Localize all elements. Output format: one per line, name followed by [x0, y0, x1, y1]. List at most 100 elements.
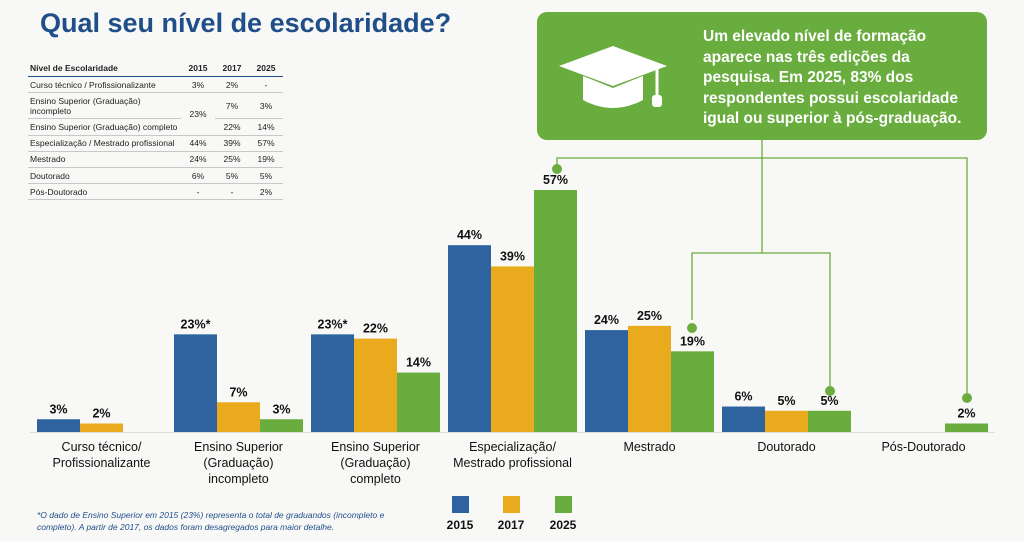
category-label: Pós-Doutorado — [881, 440, 965, 454]
connector-dot — [825, 386, 835, 396]
table-row: Ensino Superior (Graduação) completo 22%… — [28, 118, 283, 136]
table-cell: - — [181, 183, 215, 201]
data-label: 22% — [363, 322, 388, 336]
bar-2015 — [174, 334, 217, 432]
category-label: Doutorado — [757, 440, 815, 454]
table-cell: 25% — [215, 151, 249, 168]
data-label: 57% — [543, 173, 568, 187]
table-cell: Doutorado — [28, 167, 181, 185]
table-cell: 39% — [215, 135, 249, 152]
connector-line — [762, 252, 831, 386]
table-row: Mestrado 24% 25% 19% — [28, 151, 283, 168]
table-header: 2025 — [249, 60, 283, 77]
table-row: Doutorado 6% 5% 5% — [28, 167, 283, 185]
table-row: Ensino Superior (Graduação) incompleto 2… — [28, 92, 283, 136]
table-cell: 2% — [215, 76, 249, 94]
data-label: 5% — [777, 394, 795, 408]
data-label: 44% — [457, 228, 482, 242]
data-label: 5% — [820, 394, 838, 408]
table-cell: Ensino Superior (Graduação) incompleto — [28, 92, 181, 120]
bar-2025 — [671, 351, 714, 432]
table-cell: 7% — [215, 92, 249, 120]
table-header-row: Nível de Escolaridade 2015 2017 2025 — [28, 60, 283, 77]
data-label: 23%* — [318, 317, 348, 331]
bar-2025 — [397, 372, 440, 432]
bar-2015 — [37, 419, 80, 432]
data-label: 6% — [734, 390, 752, 404]
data-label: 23%* — [181, 317, 211, 331]
data-label: 2% — [92, 407, 110, 421]
table-row: Especialização / Mestrado profissional 4… — [28, 135, 283, 152]
table-cell: 6% — [181, 167, 215, 185]
bar-2015 — [311, 334, 354, 432]
data-label: 7% — [229, 385, 247, 399]
table-cell: 5% — [215, 167, 249, 185]
bar-2015 — [722, 406, 765, 432]
callout-text: Um elevado nível de formação aparece nas… — [703, 28, 962, 127]
table-cell: 3% — [181, 76, 215, 94]
data-label: 14% — [406, 356, 431, 370]
data-label: 39% — [500, 249, 525, 263]
table-cell: 3% — [249, 92, 283, 120]
bar-2017 — [628, 325, 671, 432]
data-label: 2% — [957, 407, 975, 421]
connector-dot — [687, 323, 697, 333]
callout-connectors — [552, 140, 972, 403]
bar-2017 — [354, 338, 397, 432]
connector-dot — [552, 164, 562, 174]
legend-item-2015: 2015 — [440, 496, 480, 532]
table-cell: - — [249, 76, 283, 94]
connector-dot — [962, 393, 972, 403]
legend-swatch — [502, 496, 520, 513]
table-cell: Ensino Superior (Graduação) completo — [28, 118, 181, 136]
callout-box: Um elevado nível de formação aparece nas… — [537, 12, 987, 140]
bar-2017 — [80, 423, 123, 432]
bar-2015 — [448, 245, 491, 432]
category-label: Especialização/Mestrado profissional — [453, 440, 572, 470]
footnote: *O dado de Ensino Superior em 2015 (23%)… — [37, 510, 385, 532]
table-cell: 57% — [249, 135, 283, 152]
table-cell: 2% — [249, 183, 283, 201]
legend-item-2025: 2025 — [543, 496, 583, 532]
table-cell: 23% — [181, 92, 215, 136]
category-label: Mestrado — [623, 440, 675, 454]
table-cell: - — [215, 183, 249, 201]
table-header: 2017 — [215, 60, 249, 77]
bar-2015 — [585, 330, 628, 432]
table-cell: 24% — [181, 151, 215, 168]
summary-table: Nível de Escolaridade 2015 2017 2025 Cur… — [28, 60, 283, 201]
table-header: 2015 — [181, 60, 215, 77]
connector-line — [762, 157, 968, 393]
legend-label: 2017 — [497, 518, 525, 532]
category-label: Ensino Superior (Graduação) incompleto — [194, 440, 283, 486]
table-row: Curso técnico / Profissionalizante 3% 2%… — [28, 76, 283, 94]
table-cell: 14% — [249, 118, 283, 136]
table-cell: Curso técnico / Profissionalizante — [28, 76, 181, 94]
connector-line — [556, 140, 763, 167]
category-label: Curso técnico/Profissionalizante — [53, 440, 151, 470]
graduation-cap-icon — [559, 46, 667, 108]
bar-2025 — [808, 410, 851, 432]
data-label: 25% — [637, 309, 662, 323]
table-cell: Mestrado — [28, 151, 181, 168]
table-header: Nível de Escolaridade — [28, 60, 181, 77]
data-label: 19% — [680, 334, 705, 348]
legend-label: 2025 — [549, 518, 577, 532]
data-label: 24% — [594, 313, 619, 327]
bar-2017 — [217, 402, 260, 432]
legend-item-2017: 2017 — [491, 496, 531, 532]
data-label: 3% — [272, 402, 290, 416]
page-title: Qual seu nível de escolaridade? — [40, 8, 452, 38]
table-cell: 19% — [249, 151, 283, 168]
table-cell: 44% — [181, 135, 215, 152]
data-label: 3% — [49, 402, 67, 416]
category-label: Ensino Superior (Graduação) completo — [331, 440, 420, 486]
legend-label: 2015 — [446, 518, 474, 532]
connector-line — [691, 158, 763, 320]
table-cell: 5% — [249, 167, 283, 185]
bar-2025 — [534, 190, 577, 432]
bar-2017 — [765, 410, 808, 432]
bar-2025 — [945, 423, 988, 432]
table-cell: Pós-Doutorado — [28, 183, 181, 201]
